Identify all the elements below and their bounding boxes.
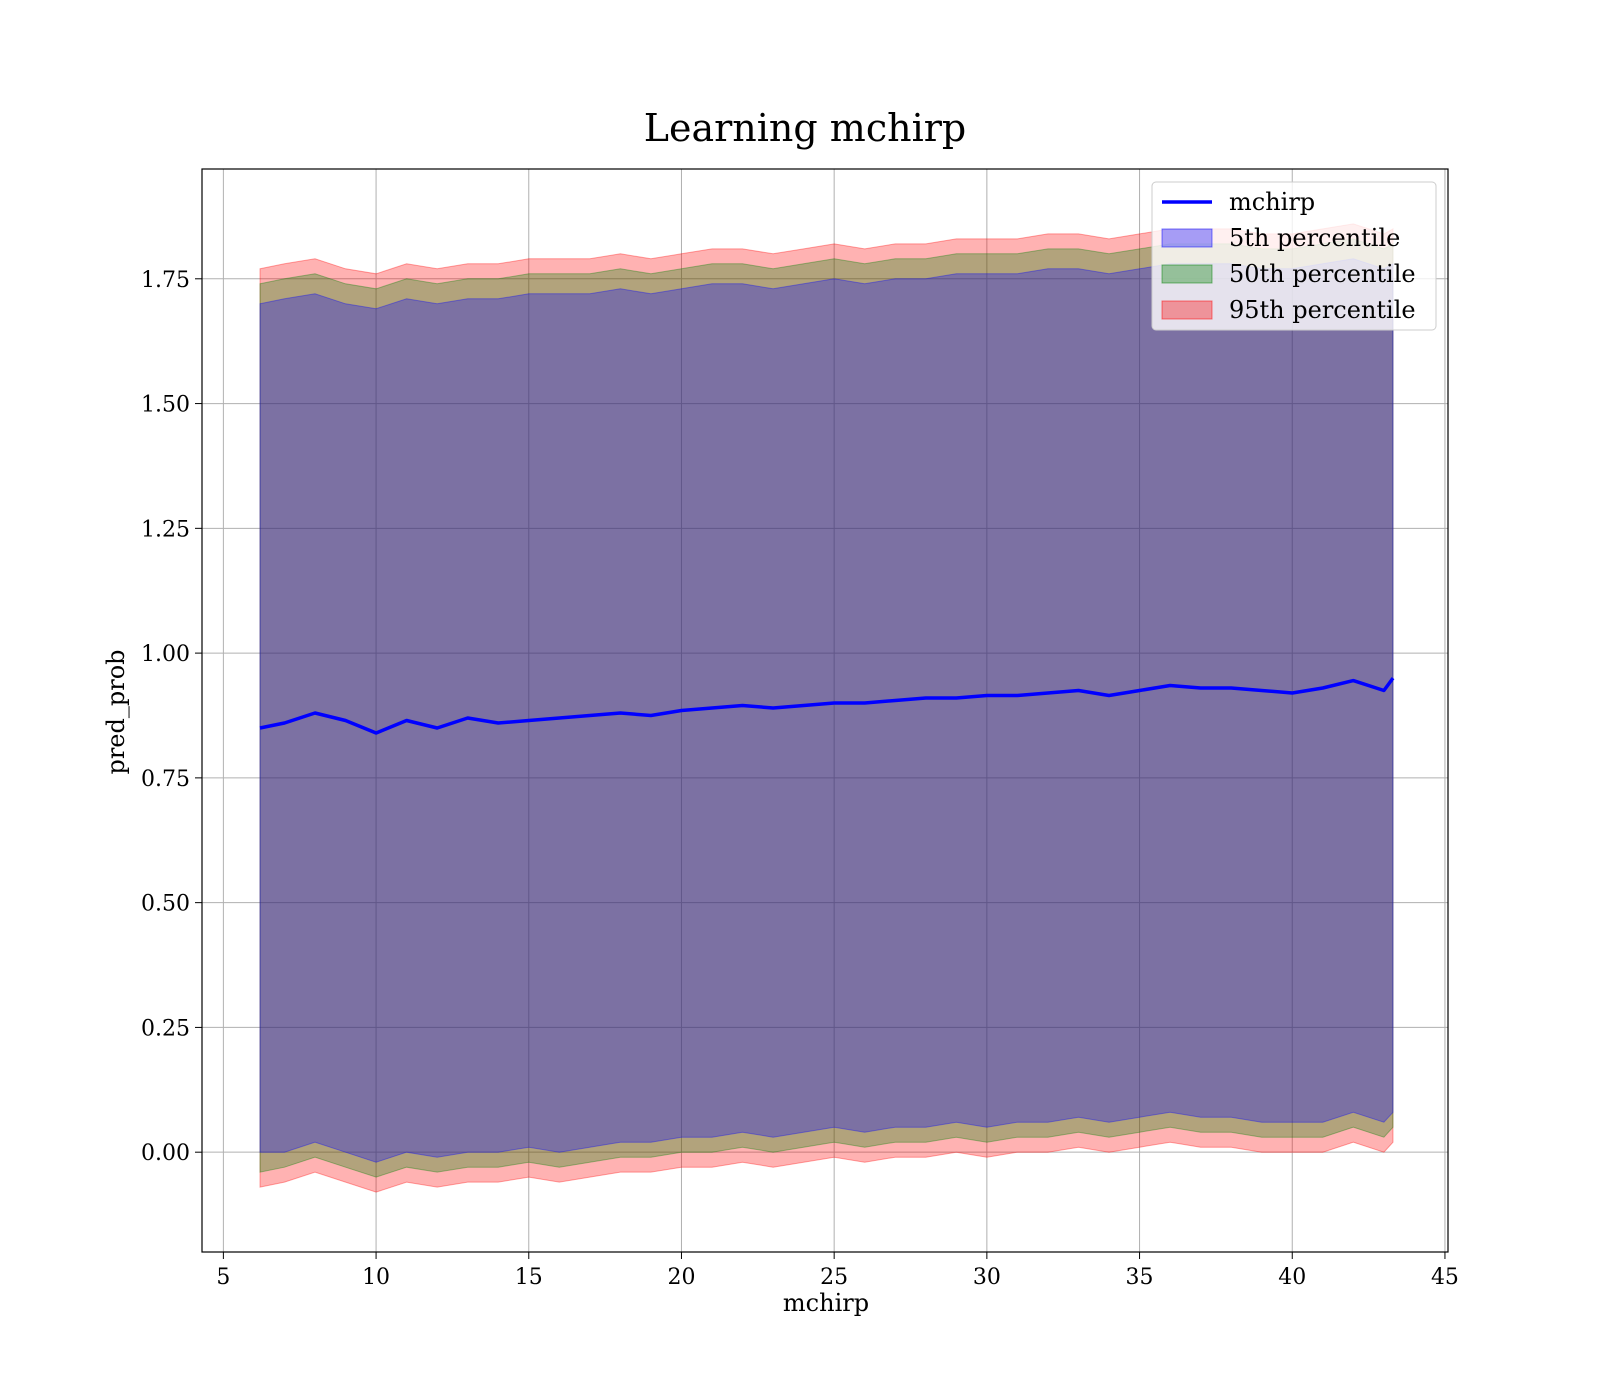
legend-item: 5th percentile bbox=[1161, 224, 1400, 252]
x-tick-label: 30 bbox=[973, 1265, 1001, 1290]
y-tick-label: 0.50 bbox=[141, 892, 190, 917]
legend-swatch bbox=[1161, 300, 1213, 320]
line-mchirp bbox=[259, 677, 1395, 735]
x-tick-label: 5 bbox=[216, 1265, 230, 1290]
y-tick-label: 0.75 bbox=[141, 767, 190, 792]
legend: mchirp 5th percentile 50th percentile 95th … bbox=[1151, 181, 1437, 331]
y-tick-label: 1.25 bbox=[141, 517, 190, 542]
x-tick-label: 10 bbox=[362, 1265, 390, 1290]
y-axis-ticks: 0.00 0.25 0.50 0.75 1.00 1.25 1.50 1.75 bbox=[141, 268, 202, 1166]
band-5th-percentile bbox=[259, 258, 1394, 1163]
x-tick-label: 35 bbox=[1126, 1265, 1154, 1290]
x-axis-label: mchirp bbox=[783, 1289, 869, 1317]
legend-box bbox=[1151, 181, 1437, 331]
plot-frame bbox=[201, 168, 1449, 1253]
legend-swatch bbox=[1161, 228, 1213, 248]
legend-label: mchirp bbox=[1229, 188, 1315, 216]
legend-swatch bbox=[1161, 264, 1213, 284]
y-tick-label: 1.50 bbox=[141, 393, 190, 418]
x-tick-label: 15 bbox=[515, 1265, 543, 1290]
grid bbox=[202, 169, 1448, 1252]
legend-item: mchirp bbox=[1162, 188, 1315, 216]
chart-title: Learning mchirp bbox=[644, 106, 966, 150]
x-tick-label: 20 bbox=[667, 1265, 695, 1290]
legend-label: 50th percentile bbox=[1229, 260, 1416, 288]
x-tick-label: 45 bbox=[1431, 1265, 1459, 1290]
x-tick-label: 25 bbox=[820, 1265, 848, 1290]
band-95th-percentile bbox=[259, 223, 1394, 1193]
x-axis-ticks: 5 10 15 20 25 30 35 40 45 bbox=[216, 1252, 1459, 1290]
legend-label: 5th percentile bbox=[1229, 224, 1400, 252]
legend-item: 50th percentile bbox=[1161, 260, 1416, 288]
x-tick-label: 40 bbox=[1278, 1265, 1306, 1290]
y-tick-label: 0.00 bbox=[141, 1141, 190, 1166]
series-lines bbox=[259, 677, 1395, 735]
y-axis-label: pred_prob bbox=[102, 649, 130, 774]
y-tick-label: 1.75 bbox=[141, 268, 190, 293]
y-tick-label: 1.00 bbox=[141, 642, 190, 667]
percentile-bands bbox=[259, 223, 1394, 1193]
legend-label: 95th percentile bbox=[1229, 296, 1416, 324]
band-50th-percentile bbox=[259, 238, 1394, 1178]
legend-item: 95th percentile bbox=[1161, 296, 1416, 324]
y-tick-label: 0.25 bbox=[141, 1016, 190, 1041]
